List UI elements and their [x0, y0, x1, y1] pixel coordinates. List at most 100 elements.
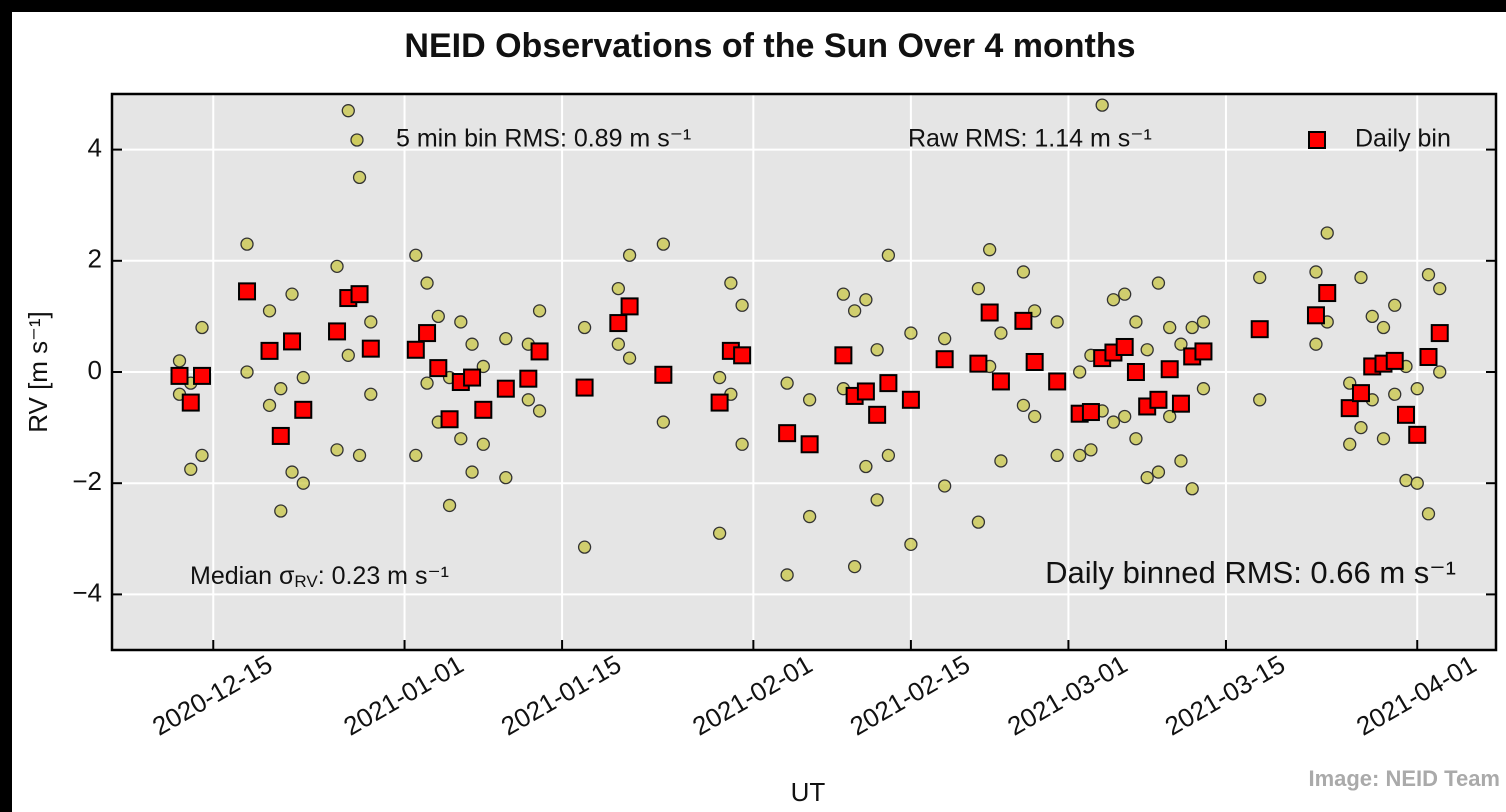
daily-bin [1396, 405, 1415, 424]
point [881, 448, 896, 463]
point [240, 365, 254, 379]
point [622, 248, 637, 262]
point [994, 454, 1008, 468]
point [420, 376, 434, 390]
daily-bin [361, 339, 380, 358]
raw-rms: Raw RMS: 1.14 m s⁻¹ [908, 125, 1152, 153]
daily-bin [406, 340, 425, 359]
daily-bin [1306, 306, 1325, 325]
daily-bin [1081, 403, 1100, 422]
marks [170, 98, 1449, 582]
daily-bin [620, 297, 639, 316]
point [1163, 409, 1177, 424]
point [1354, 420, 1368, 435]
point [499, 331, 513, 346]
point [431, 309, 445, 324]
legend-marker [1308, 131, 1326, 149]
daily-bin [879, 374, 898, 393]
point [1118, 287, 1132, 301]
median-prefix: Median σ [190, 562, 295, 590]
point [285, 465, 299, 479]
daily-bin [1385, 351, 1404, 370]
point [1084, 443, 1098, 457]
point [735, 437, 749, 451]
daily-bin [350, 285, 369, 304]
median-sigma: Median σRV: 0.23 m s⁻¹ [190, 562, 449, 592]
point [994, 326, 1008, 340]
point [1073, 365, 1087, 379]
point [577, 320, 592, 335]
point [870, 493, 884, 507]
median-sub: RV [294, 572, 318, 591]
point [780, 376, 794, 390]
daily-bin [496, 379, 515, 398]
daily-bin [834, 346, 853, 365]
daily-bin [778, 424, 797, 443]
point [1118, 409, 1132, 424]
point [240, 237, 254, 251]
point [1129, 432, 1143, 446]
y-tick-label: −4 [72, 577, 102, 607]
point [577, 540, 592, 554]
point [296, 476, 310, 490]
point [1050, 448, 1064, 463]
daily-bin [654, 365, 673, 384]
point [1174, 454, 1188, 468]
daily-bin [1014, 311, 1033, 330]
point [836, 287, 851, 301]
daily-bin [1351, 384, 1370, 403]
point [1163, 320, 1177, 335]
y-axis-label: RV [m s⁻¹] [23, 311, 53, 433]
point [352, 170, 367, 185]
daily-bin [440, 410, 459, 429]
daily-bin [980, 303, 999, 322]
daily-bin [1149, 390, 1168, 409]
point [409, 248, 423, 262]
point [442, 498, 457, 513]
daily-bin [283, 332, 302, 351]
point [184, 462, 198, 476]
point [1140, 343, 1154, 357]
point [195, 320, 209, 335]
point [296, 370, 310, 385]
daily-bin [530, 342, 549, 361]
point [1354, 270, 1368, 285]
point [870, 343, 884, 357]
point [1151, 276, 1166, 290]
daily-bin [800, 435, 819, 454]
point [1016, 265, 1031, 279]
point [983, 243, 997, 257]
daily-bin [1171, 394, 1190, 413]
daily-bin [609, 314, 628, 333]
point [274, 382, 288, 396]
point [1140, 470, 1154, 485]
point [712, 526, 727, 540]
point [1185, 482, 1199, 496]
point [712, 370, 727, 385]
point [1388, 387, 1402, 401]
point [1410, 382, 1424, 396]
point [971, 515, 986, 529]
point [532, 404, 547, 418]
credit: Image: NEID Team [1308, 766, 1500, 791]
daily-bin [575, 378, 594, 397]
point [904, 326, 918, 340]
point [285, 287, 299, 301]
point [409, 448, 423, 463]
y-tick-label: 2 [88, 244, 102, 274]
daily-bin [170, 366, 189, 385]
daily-bin [935, 350, 954, 369]
point [1129, 315, 1143, 329]
median-suffix: : 0.23 m s⁻¹ [318, 562, 449, 590]
point [172, 354, 187, 368]
point [1095, 98, 1109, 112]
point [1388, 298, 1402, 312]
daily-bin [463, 368, 482, 387]
grid [112, 94, 1496, 650]
point [881, 248, 896, 262]
daily-bin [733, 346, 752, 365]
point [195, 448, 209, 463]
point [1399, 473, 1413, 488]
daily-bin [1115, 337, 1134, 356]
